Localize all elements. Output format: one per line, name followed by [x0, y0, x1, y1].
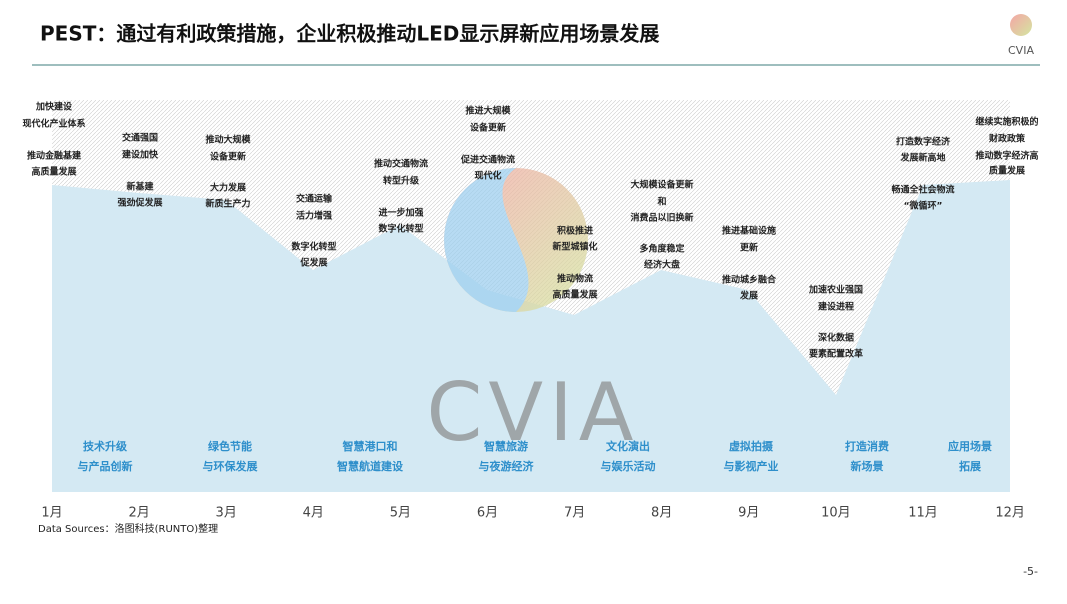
application-label: 虚拟拍摄 [729, 439, 774, 453]
logo-text: CVIA [1008, 44, 1034, 57]
application-label: 与产品创新 [78, 459, 133, 473]
policy-note: 质量发展 [989, 165, 1025, 177]
policy-note: 强劲促发展 [117, 197, 162, 209]
month-label: 11月 [908, 506, 938, 521]
application-label: 绿色节能 [208, 439, 252, 453]
policy-note: 现代化产业体系 [22, 118, 85, 130]
policy-note: 畅通全社会物流 [891, 184, 954, 196]
policy-note: 推动物流 [557, 273, 593, 285]
policy-note: 新质生产力 [205, 198, 250, 210]
policy-note: 财政政策 [988, 133, 1026, 145]
policy-note: 大规模设备更新 [630, 179, 693, 191]
application-label: 与夜游经济 [479, 459, 535, 473]
policy-note: 更新 [740, 242, 758, 254]
watermark-text: CVIA [427, 366, 640, 459]
policy-note: 活力增强 [296, 210, 332, 222]
source: Data Sources：洛图科技(RUNTO)整理 [38, 522, 218, 535]
application-label: 智慧港口和 [343, 439, 398, 453]
application-label: 与娱乐活动 [601, 459, 656, 473]
application-label: 与影视产业 [724, 459, 779, 473]
policy-note: 和 [656, 196, 666, 208]
policy-note: 数字化转型 [291, 241, 336, 253]
application-label: 智慧航道建设 [337, 459, 404, 473]
application-label: 智慧旅游 [484, 439, 528, 453]
area [52, 180, 1010, 492]
month-label: 6月 [477, 506, 498, 521]
policy-note: 交通强国 [122, 132, 158, 144]
month-label: 1月 [41, 506, 62, 521]
page-number: -5- [1023, 565, 1038, 578]
month-label: 9月 [738, 506, 759, 521]
month-label: 10月 [821, 506, 851, 521]
policy-note: 推进大规模 [465, 105, 511, 117]
policy-note: 推动数字经济高 [975, 150, 1038, 162]
month-label: 12月 [995, 506, 1025, 521]
policy-note: 发展新高地 [899, 152, 945, 164]
policy-note: 推进基础设施 [722, 225, 776, 237]
policy-note: 转型升级 [383, 175, 420, 187]
policy-note: 深化数据 [818, 332, 854, 344]
policy-note: 多角度稳定 [639, 243, 685, 255]
logo-icon [1010, 14, 1032, 36]
policy-note: 打造数字经济 [896, 136, 951, 148]
policy-note: 要素配置改革 [809, 348, 863, 360]
month-label: 2月 [128, 506, 149, 521]
application-label: 文化演出 [606, 439, 650, 453]
policy-note: 建设进程 [818, 301, 854, 313]
policy-note: 建设加快 [122, 149, 159, 161]
policy-note: 推动城乡融合 [722, 274, 777, 286]
policy-note: 发展 [739, 290, 758, 302]
policy-note: 高质量发展 [552, 289, 597, 301]
policy-note: 积极推进 [557, 225, 593, 237]
watermark-logo [444, 168, 588, 312]
policy-note: 推动金融基建 [27, 150, 82, 162]
policy-note: 数字化转型 [378, 223, 423, 235]
policy-note: “微循环” [904, 200, 943, 212]
policy-note: 大力发展 [210, 182, 246, 194]
month-label: 5月 [390, 506, 411, 521]
policy-note: 促进交通物流 [460, 154, 515, 166]
application-label: 与环保发展 [203, 459, 259, 473]
policy-note: 加速农业强国 [808, 284, 863, 296]
policy-note: 进一步加强 [378, 207, 423, 219]
policy-note: 消费品以旧换新 [630, 212, 693, 224]
application-label: 新场景 [851, 459, 884, 473]
policy-note: 设备更新 [470, 122, 506, 134]
policy-note: 加快建设 [35, 101, 73, 113]
application-label: 打造消费 [845, 439, 889, 453]
application-label: 应用场景 [948, 439, 992, 453]
policy-note: 促发展 [299, 257, 327, 269]
policy-note: 新基建 [126, 181, 154, 193]
title: PEST：通过有利政策措施，企业积极推动LED显示屏新应用场景发展 [40, 22, 659, 46]
policy-note: 推动交通物流 [374, 158, 428, 170]
month-label: 4月 [303, 506, 324, 521]
policy-note: 高质量发展 [31, 166, 76, 178]
policy-note: 设备更新 [210, 151, 246, 163]
policy-note: 新型城镇化 [552, 241, 597, 253]
policy-note: 继续实施积极的 [975, 116, 1038, 128]
policy-note: 推动大规模 [205, 134, 251, 146]
month-label: 8月 [651, 506, 672, 521]
month-label: 7月 [564, 506, 585, 521]
policy-note: 经济大盘 [644, 259, 680, 271]
month-label: 3月 [216, 506, 237, 521]
policy-note: 现代化 [474, 170, 501, 182]
application-label: 技术升级 [83, 439, 128, 453]
policy-note: 交通运输 [296, 193, 333, 205]
application-label: 拓展 [959, 459, 982, 473]
